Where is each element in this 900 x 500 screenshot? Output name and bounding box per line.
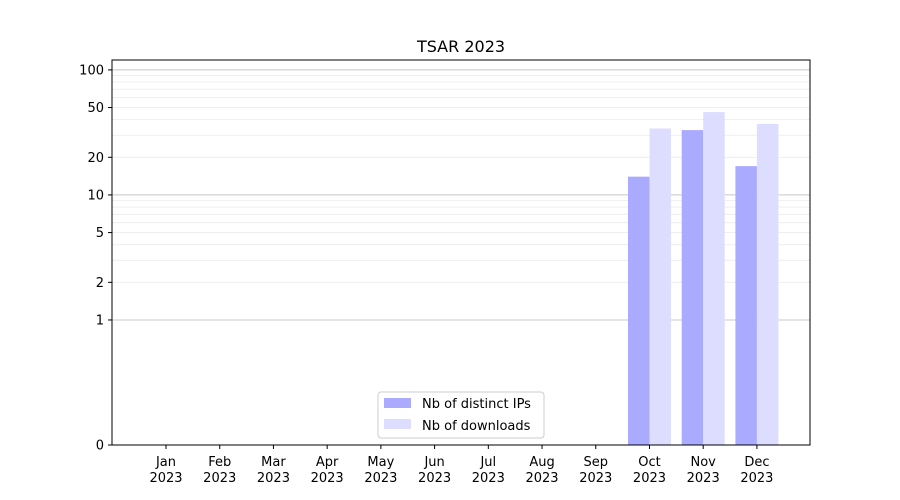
legend-label-downloads: Nb of downloads	[422, 419, 531, 434]
chart-title: TSAR 2023	[416, 37, 505, 56]
x-tick-label-month: Nov	[691, 455, 717, 470]
y-tick-label: 5	[96, 226, 104, 241]
legend-swatch-downloads	[384, 419, 411, 429]
bar-downloads	[703, 112, 725, 445]
y-axis: 0 1 2 5 10 20 50 100	[79, 63, 112, 454]
x-tick-label-month: Mar	[261, 455, 286, 470]
x-tick-label-year: 2023	[472, 471, 505, 486]
x-tick-label-month: Oct	[638, 455, 660, 470]
legend: Nb of distinct IPs Nb of downloads	[377, 391, 545, 439]
legend-box	[377, 391, 545, 439]
legend-swatch-distinct-ips	[384, 398, 411, 408]
bar-downloads	[756, 123, 779, 445]
x-tick-label-year: 2023	[633, 471, 666, 486]
x-tick-label-month: Dec	[744, 455, 769, 470]
x-tick-label-month: Sep	[584, 455, 609, 470]
y-tick-label: 10	[87, 188, 104, 203]
x-tick-label-year: 2023	[311, 471, 344, 486]
y-tick-label: 1	[96, 313, 104, 328]
x-tick-label-month: May	[367, 455, 394, 470]
x-tick-label-year: 2023	[149, 471, 182, 486]
x-tick-label-month: Feb	[208, 455, 231, 470]
x-tick-label-year: 2023	[203, 471, 236, 486]
x-tick-label-month: Apr	[316, 455, 339, 470]
y-tick-label: 20	[87, 151, 104, 166]
bar-downloads	[649, 128, 671, 445]
y-tick-label: 100	[79, 63, 104, 78]
y-tick-label: 0	[96, 439, 104, 454]
bars-layer	[627, 112, 779, 445]
x-tick-label-month: Aug	[529, 455, 554, 470]
x-tick-label-year: 2023	[579, 471, 612, 486]
x-tick-label-month: Jul	[479, 455, 496, 470]
x-tick-label-month: Jun	[423, 455, 444, 470]
y-tick-label: 2	[96, 276, 104, 291]
x-tick-label-year: 2023	[257, 471, 290, 486]
bar-distinct-ips	[735, 166, 757, 445]
legend-label-distinct-ips: Nb of distinct IPs	[422, 397, 531, 412]
bar-distinct-ips	[627, 176, 650, 445]
x-axis: Jan2023Feb2023Mar2023Apr2023May2023Jun20…	[149, 445, 773, 486]
x-tick-label-year: 2023	[687, 471, 720, 486]
x-tick-label-year: 2023	[364, 471, 397, 486]
grid-layer	[112, 69, 810, 321]
x-tick-label-year: 2023	[418, 471, 451, 486]
y-tick-label: 50	[87, 101, 104, 116]
x-tick-label-year: 2023	[740, 471, 773, 486]
x-tick-label-year: 2023	[525, 471, 558, 486]
plot-frame	[111, 59, 811, 446]
x-tick-label-month: Jan	[155, 455, 176, 470]
bar-distinct-ips	[681, 130, 704, 445]
